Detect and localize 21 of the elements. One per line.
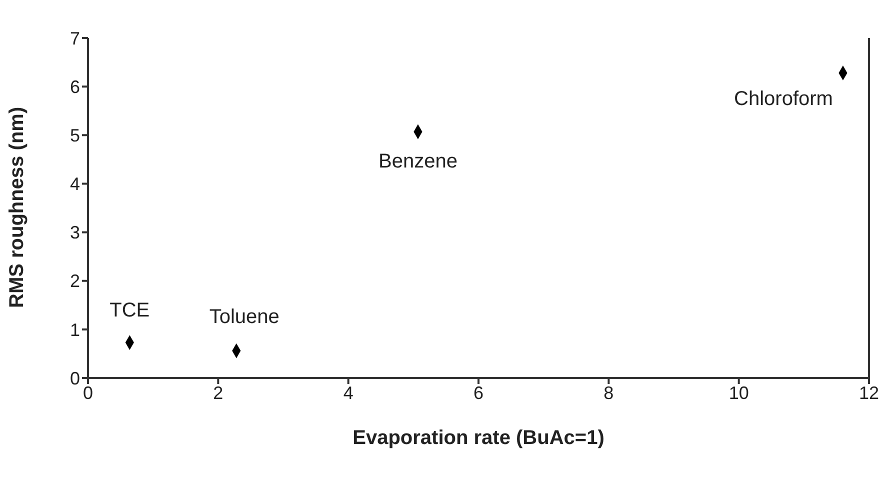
annotation: Benzene — [378, 150, 458, 173]
annotation: Toluene — [209, 306, 280, 328]
x-tick-label: 0 — [82, 382, 94, 403]
y-tick-label: 3 — [70, 222, 80, 243]
x-tick-label: 2 — [213, 382, 224, 403]
y-tick-label: 2 — [70, 271, 80, 292]
y-tick-label: 7 — [70, 28, 80, 48]
x-tick-label: 8 — [604, 382, 614, 403]
y-tick-label: 5 — [70, 126, 80, 146]
annotation: TCE — [110, 300, 150, 322]
y-tick-label: 1 — [70, 320, 80, 340]
x-axis-title: Evaporation rate (BuAc=1) — [352, 427, 604, 449]
x-tick-label: 6 — [473, 382, 484, 403]
y-tick-label: 6 — [70, 76, 80, 97]
x-tick-label: 10 — [728, 382, 749, 403]
x-tick-label: 4 — [343, 382, 354, 403]
y-axis-title: RMS roughness (nm) — [6, 106, 28, 308]
annotation: Chloroform — [734, 88, 833, 110]
y-tick-label: 0 — [70, 368, 80, 388]
x-tick-label: 12 — [858, 382, 880, 403]
y-tick-label: 4 — [70, 174, 80, 194]
